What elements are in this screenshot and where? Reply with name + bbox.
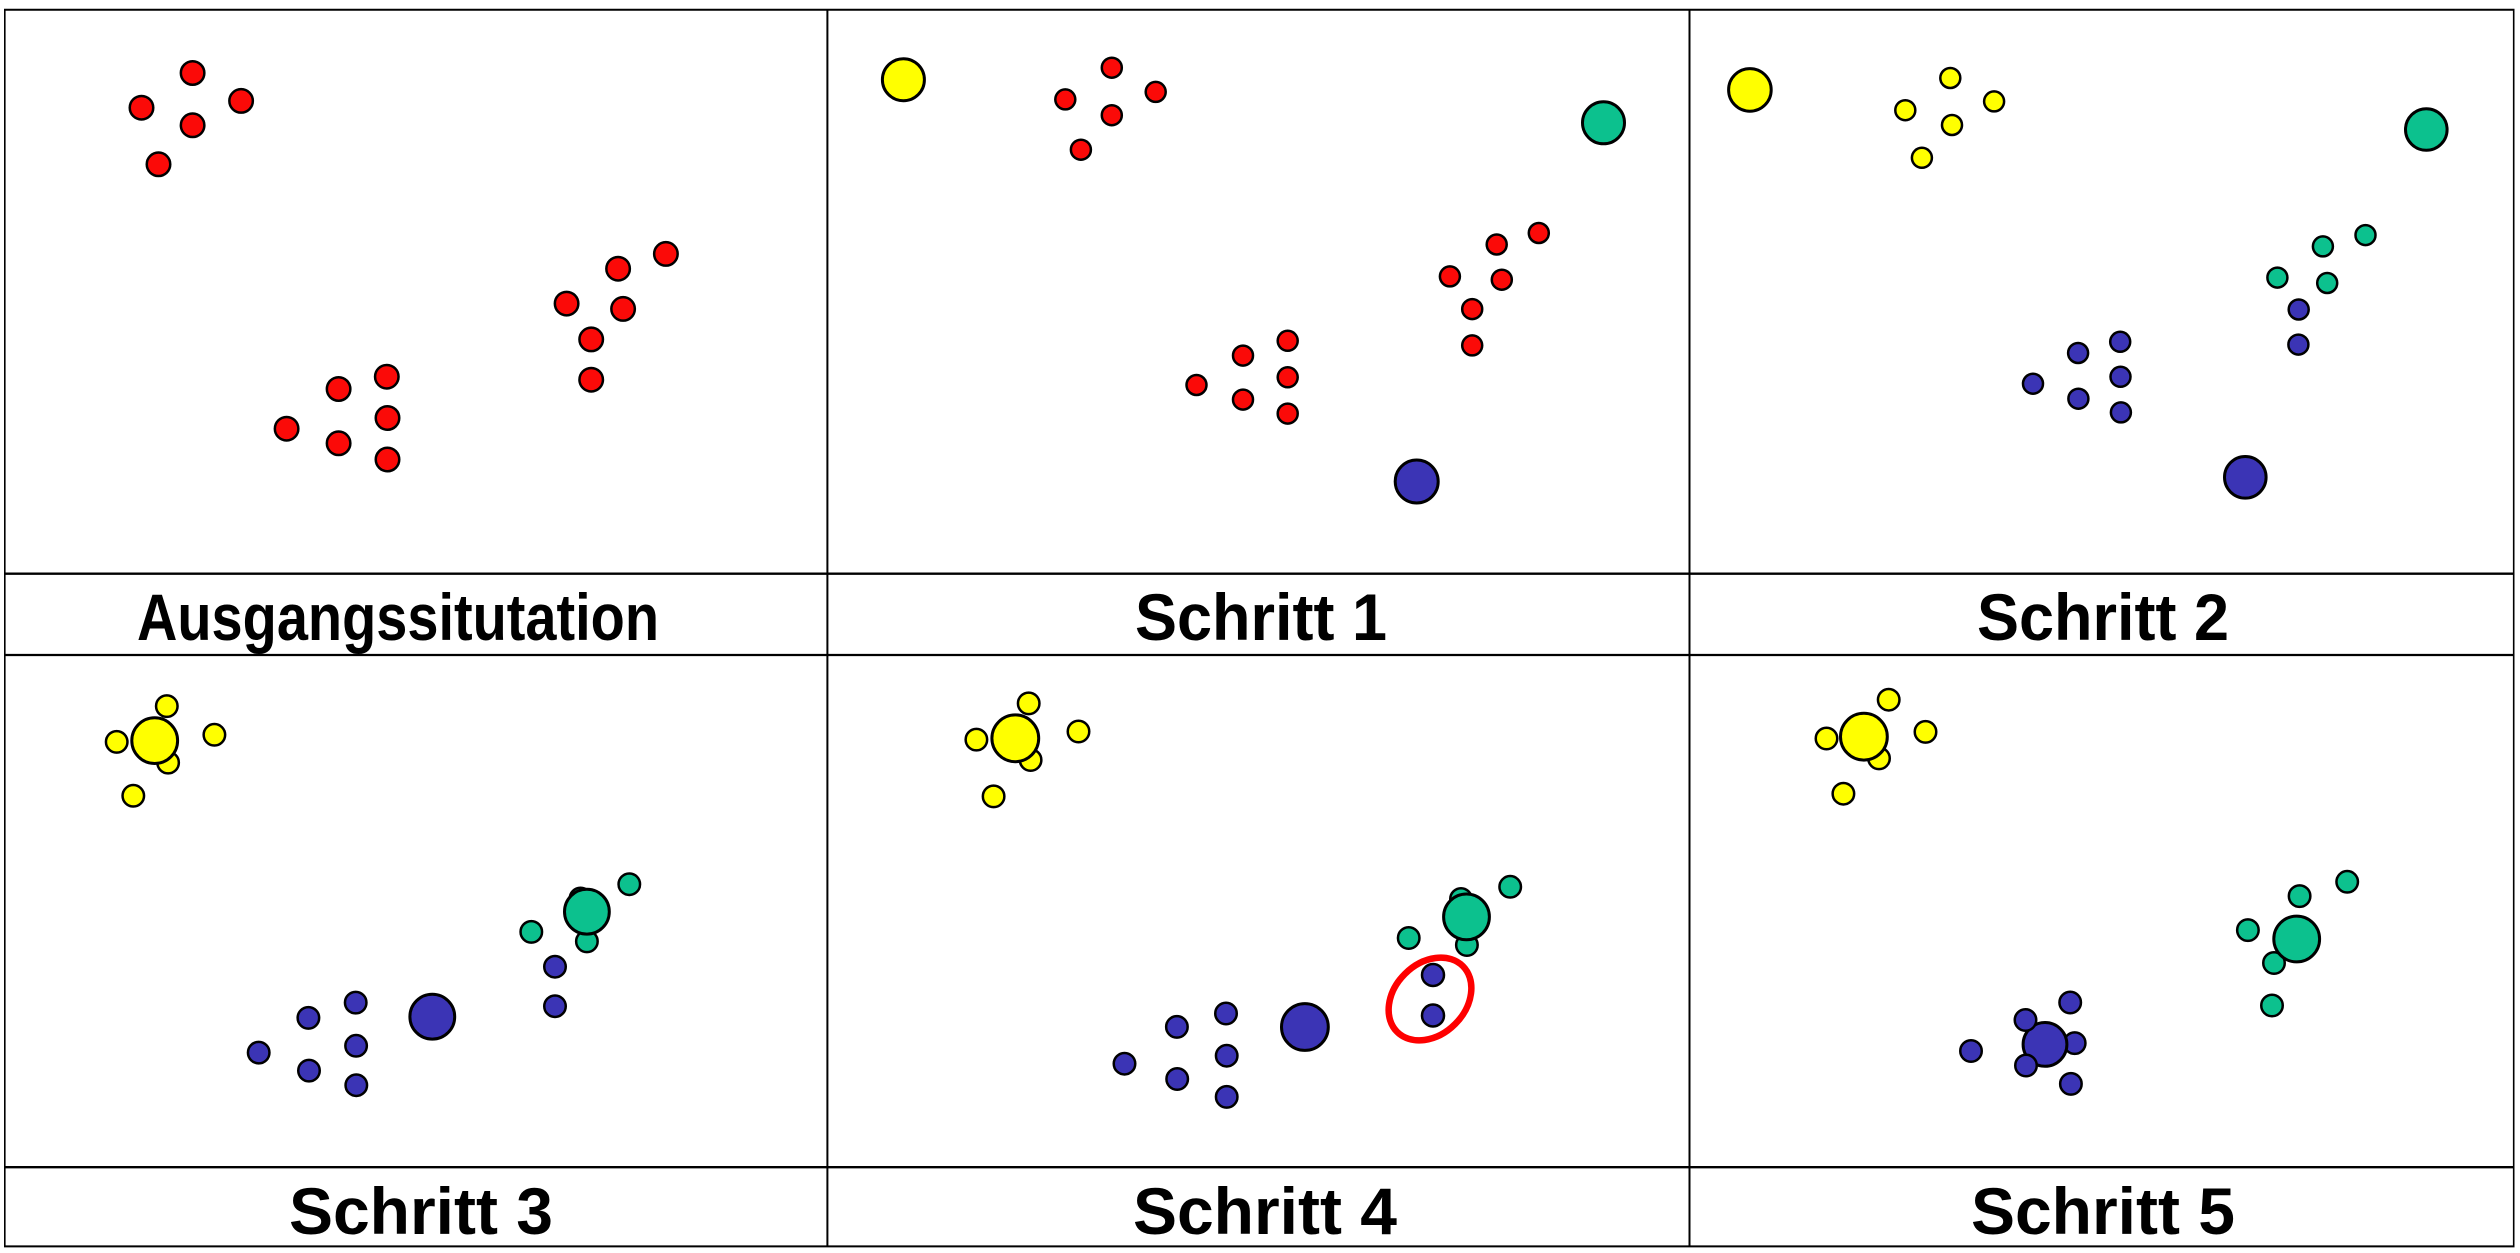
svg-text:Schritt 5: Schritt 5: [1971, 1174, 2235, 1248]
svg-text:Schritt 2: Schritt 2: [1977, 580, 2229, 654]
svg-text:Schritt 3: Schritt 3: [289, 1174, 553, 1248]
svg-text:Schritt 1: Schritt 1: [1135, 580, 1387, 654]
svg-text:Ausgangssitutation: Ausgangssitutation: [137, 580, 659, 654]
svg-text:Schritt 4: Schritt 4: [1133, 1174, 1397, 1248]
